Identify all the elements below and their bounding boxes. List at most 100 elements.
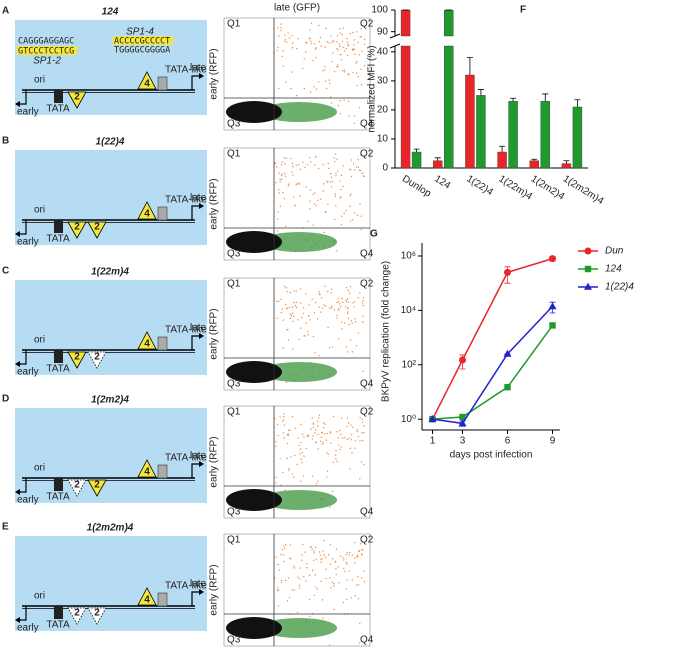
flow-dot xyxy=(282,347,285,349)
tata-like-box xyxy=(157,464,168,479)
tata-like-label: TATA-like xyxy=(165,581,207,592)
early-arrow xyxy=(18,478,27,493)
x-tick-label: 124 xyxy=(432,173,452,191)
y-axis-label: normalized MFI (%) xyxy=(367,45,378,132)
flow-dot xyxy=(286,457,288,460)
flow-dot xyxy=(309,91,312,93)
flow-dot xyxy=(305,322,307,324)
flow-dot xyxy=(362,297,365,299)
error-bar xyxy=(466,57,473,76)
flow-dot xyxy=(277,300,280,303)
flow-dot xyxy=(317,167,320,170)
flow-dot xyxy=(310,428,312,430)
flow-dot xyxy=(297,319,299,321)
flow-dot xyxy=(317,425,319,427)
flow-dot xyxy=(356,31,358,33)
flow-dot xyxy=(327,162,329,165)
flow-dot xyxy=(354,318,356,320)
flow-dot xyxy=(279,416,281,418)
flow-dot xyxy=(320,561,322,564)
flow-dot xyxy=(349,194,351,197)
flow-dot xyxy=(335,205,337,207)
flow-dot xyxy=(345,286,348,289)
flow-dot xyxy=(337,65,339,68)
flow-cloud xyxy=(226,489,282,511)
site-label: 4 xyxy=(144,209,150,220)
flow-dot xyxy=(293,476,295,478)
flow-dot xyxy=(346,438,349,441)
flow-dot xyxy=(326,432,328,435)
flow-dot xyxy=(349,205,351,208)
flow-cloud xyxy=(261,232,337,252)
flow-dot xyxy=(281,420,284,422)
bar xyxy=(476,95,486,169)
flow-dot xyxy=(353,44,355,46)
flow-dot xyxy=(302,67,304,70)
flow-dot xyxy=(336,158,338,160)
flow-dot xyxy=(305,41,307,44)
flow-dot xyxy=(362,431,365,434)
flow-dot xyxy=(280,164,283,166)
flow-dot xyxy=(330,102,333,104)
highlight xyxy=(17,46,77,55)
flow-dot xyxy=(343,570,346,573)
flow-dot xyxy=(349,339,352,341)
flow-dot xyxy=(303,576,305,578)
flow-dot xyxy=(283,560,285,563)
flow-dot xyxy=(287,469,290,472)
flow-dot xyxy=(310,42,313,45)
flow-dot xyxy=(280,311,283,314)
flow-dot xyxy=(361,418,363,421)
sp1-label: SP1-4 xyxy=(126,27,154,38)
flow-dot xyxy=(359,203,361,205)
bar xyxy=(561,163,572,169)
site-label: 4 xyxy=(144,595,150,606)
flow-dot xyxy=(303,87,306,90)
flow-dot xyxy=(337,170,339,172)
flow-dot xyxy=(341,297,343,300)
bar xyxy=(400,9,411,169)
construct-title: 1(22)4 xyxy=(96,137,125,148)
flow-dot xyxy=(328,42,330,44)
flow-dot xyxy=(295,164,297,167)
flow-dot xyxy=(357,332,360,334)
flow-dot xyxy=(359,440,361,442)
flow-dot xyxy=(297,437,299,439)
flow-dot xyxy=(277,605,280,607)
flow-dot xyxy=(309,189,312,191)
flow-dot xyxy=(325,27,327,30)
flow-dot xyxy=(282,471,284,474)
bar xyxy=(411,151,422,169)
flow-dot xyxy=(323,231,325,234)
flow-dot xyxy=(322,70,324,72)
panel-letter: G xyxy=(370,229,378,240)
early-arrow xyxy=(18,220,27,235)
flow-dot xyxy=(336,35,339,37)
flow-dot xyxy=(334,153,337,155)
binding-site xyxy=(87,607,107,625)
flow-dot xyxy=(339,180,341,182)
bar xyxy=(465,74,475,169)
late-label: late xyxy=(190,193,207,204)
flow-dot xyxy=(286,434,289,436)
flow-dot xyxy=(321,557,323,560)
tata-like-label: TATA-like xyxy=(165,195,207,206)
flow-dot xyxy=(298,182,300,184)
flow-dot xyxy=(354,562,356,564)
flow-dot xyxy=(349,168,352,171)
flow-dot xyxy=(358,169,361,172)
flow-dot xyxy=(331,288,333,290)
flow-dot xyxy=(339,28,341,30)
flow-dot xyxy=(288,596,291,599)
arrowhead xyxy=(15,101,20,107)
flow-dot xyxy=(278,189,280,191)
flow-dot xyxy=(286,442,289,445)
flow-dot xyxy=(345,588,348,590)
x-tick-label: 1 xyxy=(430,436,436,447)
flow-dot xyxy=(327,203,329,206)
flow-dot xyxy=(337,105,340,107)
flow-dot xyxy=(322,164,324,166)
flow-dot xyxy=(336,48,338,50)
flow-dot xyxy=(305,186,307,188)
flow-dot xyxy=(289,557,291,559)
